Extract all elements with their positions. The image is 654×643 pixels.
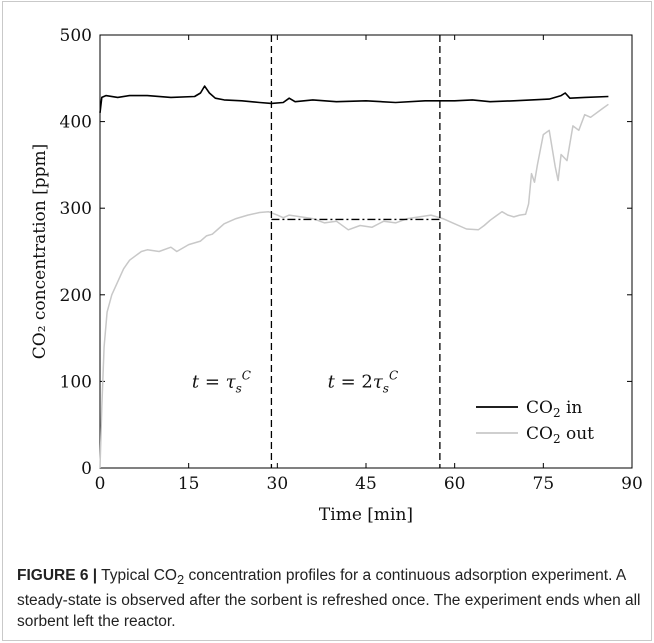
- series-line-co2-in: [99, 85, 609, 113]
- legend-label-1: CO2 out: [526, 424, 594, 446]
- x-tick-label: 90: [621, 474, 643, 494]
- x-tick-label: 15: [178, 474, 200, 494]
- x-tick-label: 45: [355, 474, 377, 494]
- series-layer: [99, 85, 609, 469]
- y-axis-label: CO₂ concentration [ppm]: [30, 144, 50, 360]
- y-tick-label: 100: [60, 372, 92, 392]
- caption-label: FIGURE 6 |: [17, 567, 98, 584]
- y-tick-label: 300: [60, 199, 92, 219]
- x-tick-label: 30: [267, 474, 289, 494]
- legend: CO2 in CO2 out: [476, 398, 594, 446]
- x-axis-label: Time [min]: [319, 505, 413, 525]
- caption-text-2: concentration profiles for a continuous …: [17, 567, 641, 631]
- reference-lines: t = τsC t = 2τsC: [192, 35, 441, 468]
- caption-text-1: Typical CO: [101, 567, 177, 584]
- x-tick-label: 75: [533, 474, 555, 494]
- legend-label-0: CO2 in: [526, 398, 582, 420]
- caption-subscript: 2: [176, 572, 185, 588]
- figure-caption: FIGURE 6 | Typical CO2 concentration pro…: [17, 565, 643, 632]
- y-tick-label: 0: [81, 459, 92, 479]
- y-tick-label: 200: [60, 286, 92, 306]
- y-tick-label: 500: [60, 26, 92, 46]
- x-tick-label: 60: [444, 474, 466, 494]
- x-tick-label: 0: [95, 474, 106, 494]
- axes: 0 15 30 45 60 75 90 0 100 200 300 400 500 Time [min] C…: [30, 26, 643, 525]
- line-chart: 0 15 30 45 60 75 90 0 100 200 300 400 500 Time [min] C…: [30, 26, 643, 525]
- y-tick-label: 400: [60, 113, 92, 133]
- marker-annotation-0: t = τsC: [192, 368, 251, 395]
- marker-annotation-1: t = 2τsC: [328, 368, 399, 395]
- series-line-co2-out: [99, 103, 609, 469]
